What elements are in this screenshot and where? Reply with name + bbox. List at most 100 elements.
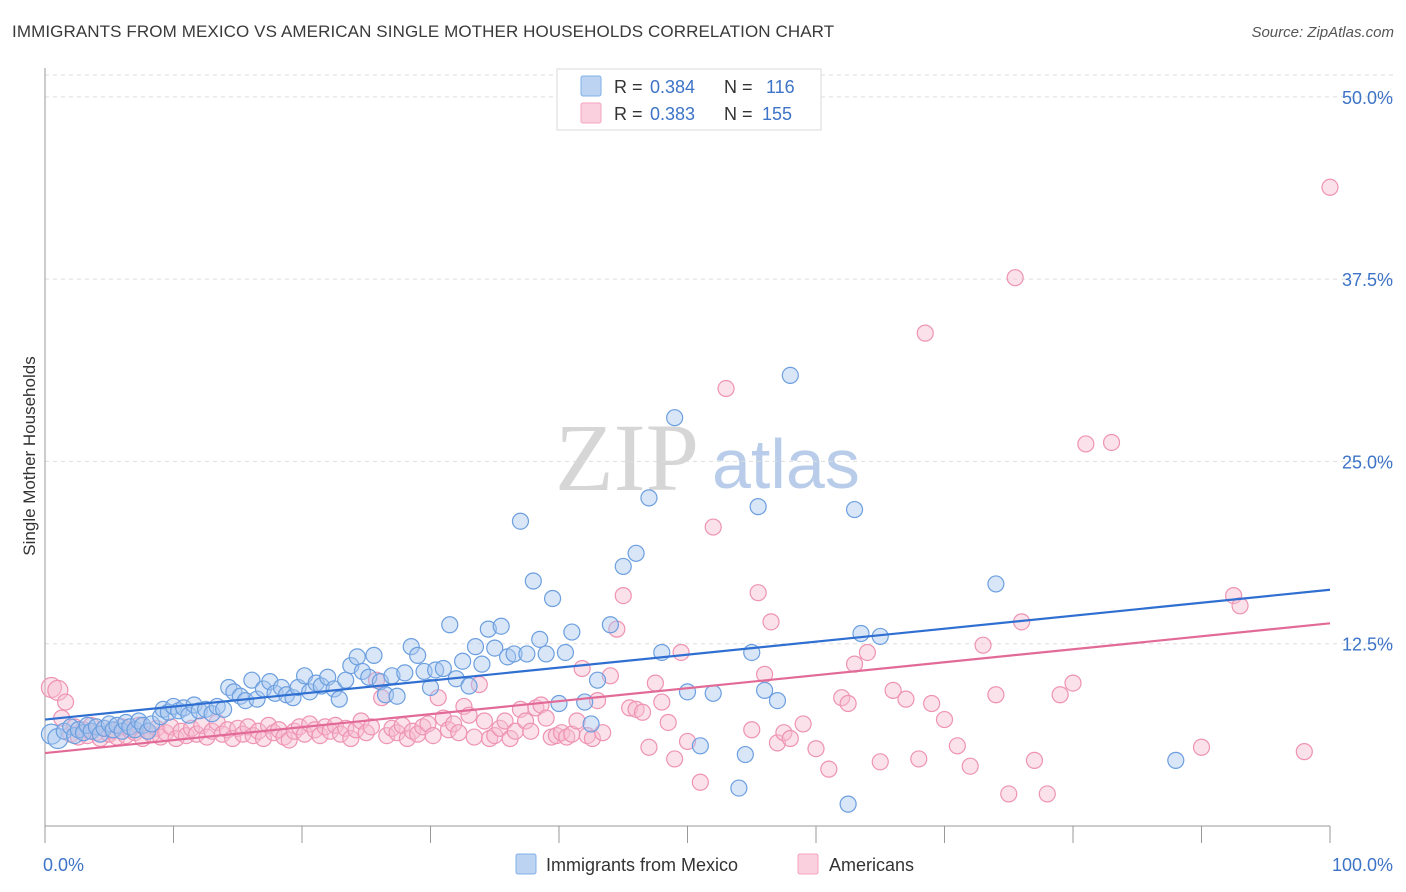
americans-point bbox=[768, 734, 787, 752]
legend-r-label-pink: R = bbox=[614, 104, 648, 124]
americans-point bbox=[1000, 785, 1018, 803]
mexico-point bbox=[69, 721, 88, 739]
americans-point bbox=[1102, 433, 1121, 452]
mexico-points bbox=[40, 366, 1185, 813]
mexico-point bbox=[839, 795, 857, 813]
americans-point bbox=[573, 659, 591, 678]
mexico-point bbox=[473, 655, 491, 673]
legend-n-value-pink: 155 bbox=[762, 104, 792, 124]
mexico-point bbox=[614, 557, 632, 576]
americans-point bbox=[762, 613, 780, 631]
mexico-point bbox=[749, 498, 767, 516]
mexico-point bbox=[563, 623, 581, 641]
mexico-point bbox=[353, 662, 371, 681]
americans-point bbox=[672, 643, 690, 662]
mexico-point bbox=[556, 643, 575, 662]
americans-point bbox=[704, 518, 722, 536]
americans-point bbox=[935, 710, 954, 729]
americans-point bbox=[1064, 674, 1082, 692]
grid bbox=[45, 74, 1394, 645]
y-axis-label: Single Mother Households bbox=[20, 356, 39, 555]
y-tick-labels: 12.5% 25.0% 37.5% 50.0% bbox=[1342, 88, 1393, 655]
legend-top: R = 0.384 N = 116 R = 0.383 N = 155 bbox=[556, 68, 822, 131]
americans-point bbox=[653, 693, 671, 711]
mexico-point bbox=[402, 638, 420, 656]
mexico-point bbox=[441, 616, 459, 634]
americans-points bbox=[40, 178, 1339, 803]
mexico-point bbox=[434, 659, 452, 678]
americans-point bbox=[558, 728, 576, 746]
americans-point bbox=[56, 693, 75, 711]
mexico-point bbox=[852, 624, 870, 643]
mexico-point bbox=[243, 671, 261, 689]
americans-point bbox=[465, 728, 483, 746]
mexico-point bbox=[348, 648, 366, 666]
americans-point bbox=[666, 750, 684, 768]
americans-point bbox=[1051, 686, 1069, 704]
mexico-point bbox=[1167, 751, 1185, 769]
americans-point bbox=[522, 722, 540, 740]
americans-point bbox=[475, 712, 494, 730]
americans-point bbox=[1192, 738, 1211, 756]
y-tick-label-0: 12.5% bbox=[1342, 635, 1393, 655]
legend-n-label-blue: N = bbox=[724, 77, 758, 97]
mexico-point bbox=[691, 737, 709, 755]
mexico-point bbox=[768, 691, 787, 710]
americans-point bbox=[481, 729, 499, 748]
mexico-point bbox=[466, 638, 485, 656]
mexico-point bbox=[421, 678, 440, 697]
americans-point bbox=[403, 722, 422, 740]
watermark-zip: ZIP bbox=[555, 404, 699, 511]
americans-point bbox=[280, 731, 298, 749]
americans-point bbox=[749, 584, 767, 602]
americans-point bbox=[1038, 785, 1056, 803]
legend-bottom-label-pink: Americans bbox=[829, 855, 914, 875]
americans-point bbox=[1295, 743, 1313, 761]
americans-point bbox=[1006, 269, 1024, 287]
mexico-point bbox=[524, 572, 542, 590]
watermark-atlas: atlas bbox=[712, 425, 860, 503]
americans-point bbox=[424, 726, 442, 745]
x-tick-label-1: 100.0% bbox=[1332, 855, 1393, 875]
mexico-point bbox=[215, 700, 233, 718]
mexico-point bbox=[505, 645, 523, 663]
mexico-point bbox=[550, 694, 568, 713]
americans-point bbox=[640, 738, 658, 756]
americans-point bbox=[311, 726, 329, 745]
watermark: ZIP atlas bbox=[555, 404, 860, 511]
americans-point bbox=[362, 718, 380, 736]
mexico-point bbox=[454, 652, 472, 670]
legend-bottom-label-blue: Immigrants from Mexico bbox=[546, 855, 738, 875]
trend-lines bbox=[44, 588, 1331, 755]
americans-point bbox=[583, 729, 602, 748]
mexico-point bbox=[396, 664, 414, 682]
americans-point bbox=[916, 324, 934, 342]
americans-point bbox=[646, 674, 664, 692]
chart-title: IMMIGRANTS FROM MEXICO VS AMERICAN SINGL… bbox=[12, 22, 835, 41]
mexico-point bbox=[537, 645, 555, 663]
americans-point bbox=[1077, 435, 1095, 453]
y-tick-label-2: 37.5% bbox=[1342, 270, 1393, 290]
americans-point bbox=[858, 643, 877, 662]
mexico-point bbox=[330, 690, 348, 708]
mexico-point bbox=[511, 512, 530, 530]
americans-point bbox=[450, 724, 468, 742]
mexico-point bbox=[987, 575, 1005, 593]
americans-point bbox=[794, 715, 812, 733]
americans-point bbox=[691, 773, 709, 791]
legend-r-value-pink: 0.383 bbox=[650, 104, 695, 124]
americans-point bbox=[807, 740, 825, 758]
americans-point bbox=[839, 694, 857, 713]
mexico-point bbox=[730, 779, 748, 797]
americans-point bbox=[820, 760, 838, 778]
americans-point bbox=[445, 715, 463, 733]
chart-source: Source: ZipAtlas.com bbox=[1251, 24, 1394, 41]
mexico-point bbox=[337, 671, 355, 689]
mexico-point bbox=[582, 715, 600, 733]
mexico-point bbox=[781, 366, 799, 384]
mexico-point bbox=[388, 687, 406, 705]
legend-r-value-blue: 0.384 bbox=[650, 77, 695, 97]
mexico-point bbox=[755, 681, 774, 699]
americans-point bbox=[659, 713, 677, 732]
